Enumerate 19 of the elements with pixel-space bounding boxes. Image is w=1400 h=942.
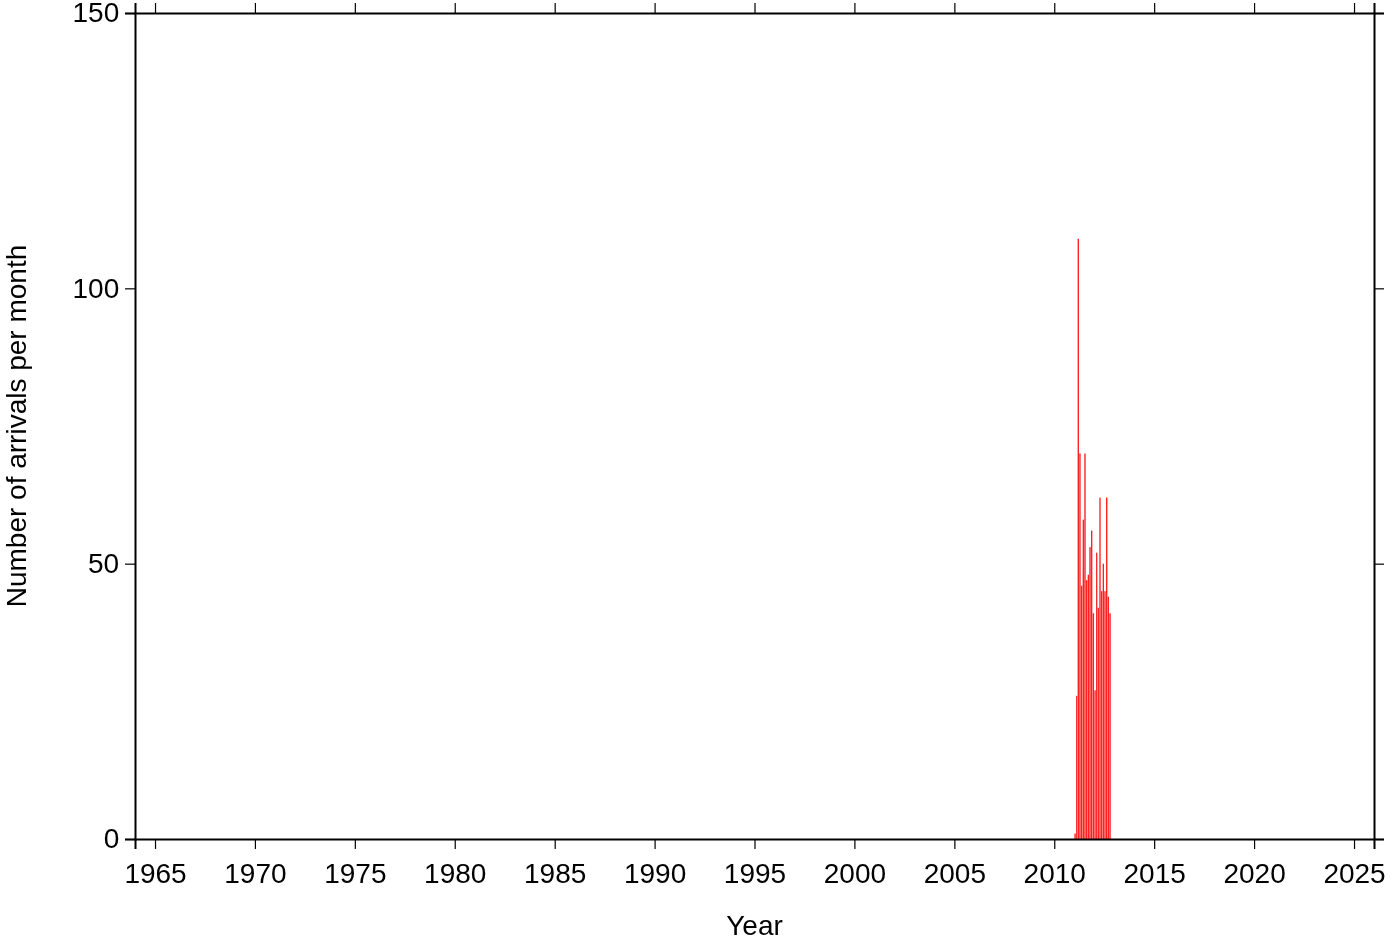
x-tick-label: 2000 xyxy=(823,857,887,889)
x-tick-label: 1975 xyxy=(324,857,387,889)
x-tick-label: 1995 xyxy=(723,857,787,889)
x-tick-label: 1980 xyxy=(424,857,487,889)
x-tick-label: 2020 xyxy=(1223,857,1286,889)
x-tick-label: 2010 xyxy=(1023,857,1086,889)
x-tick-label: 2005 xyxy=(923,857,987,889)
y-axis-title: Number of arrivals per month xyxy=(1,244,32,608)
y-tick-label: 0 xyxy=(103,823,120,855)
x-tick-label: 2025 xyxy=(1323,857,1386,889)
x-tick-label: 1985 xyxy=(524,857,587,889)
x-tick-label: 2015 xyxy=(1123,857,1186,889)
y-tick-label: 100 xyxy=(72,272,120,304)
x-axis-title: Year xyxy=(726,910,783,941)
x-tick-label: 1965 xyxy=(124,857,187,889)
x-tick-label: 1970 xyxy=(224,857,287,889)
x-tick-label: 1990 xyxy=(623,857,687,889)
y-tick-label: 50 xyxy=(88,548,120,580)
y-tick-label: 150 xyxy=(72,0,120,29)
